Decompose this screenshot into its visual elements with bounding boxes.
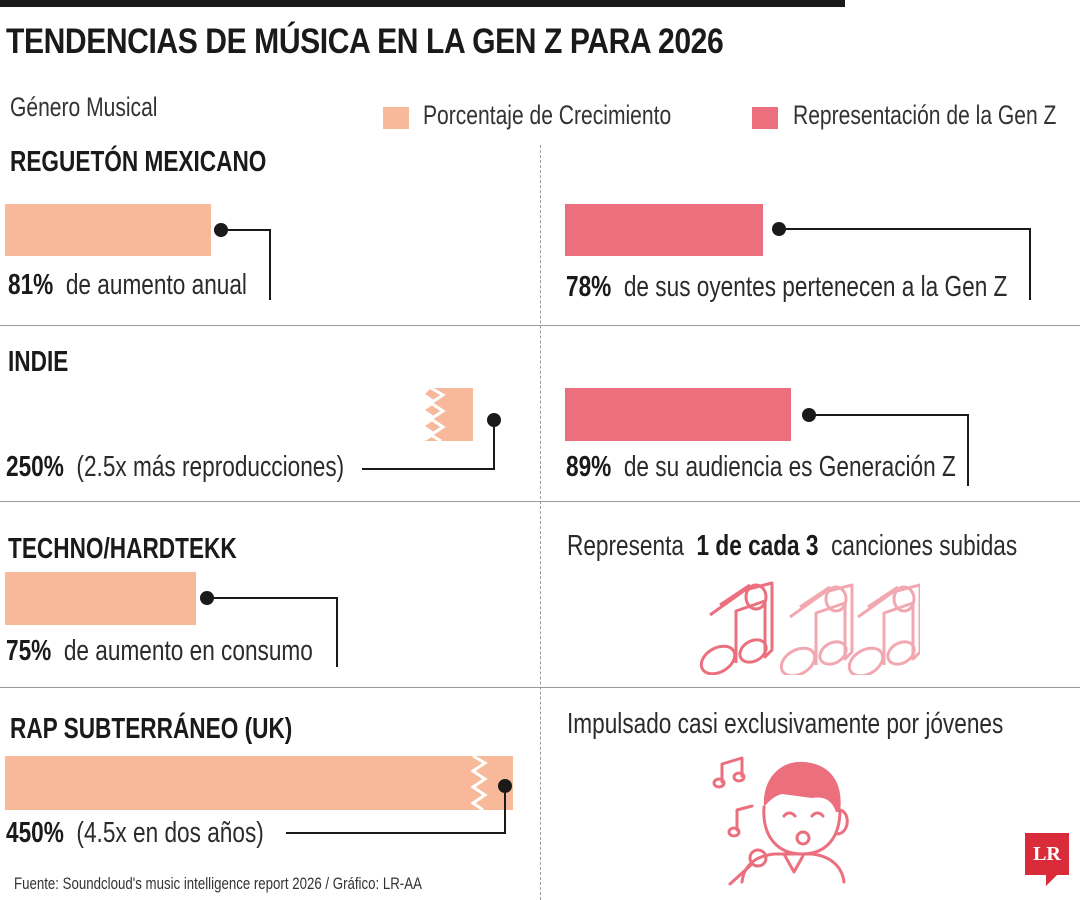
leader-line	[1029, 228, 1031, 300]
leader-line	[809, 414, 969, 416]
legend-growth-label: Porcentaje de Crecimiento	[423, 100, 672, 130]
leader-line	[504, 786, 506, 834]
legend-genz-swatch	[752, 107, 778, 129]
growth-value: 75%	[6, 635, 52, 667]
note-pre: Representa	[567, 530, 684, 562]
techno-note: Representa 1 de cada 3 canciones subidas	[567, 530, 1017, 563]
growth-stat-techno: 75% de aumento en consumo	[6, 635, 313, 668]
growth-stat-reggaeton: 81% de aumento anual	[8, 269, 247, 302]
growth-value: 450%	[6, 817, 64, 849]
genre-label-rap: RAP SUBTERRÁNEO (UK)	[10, 713, 293, 745]
lr-logo: LR	[1025, 833, 1069, 875]
legend-header: Género Musical	[10, 92, 158, 122]
leader-line	[336, 597, 338, 667]
genz-stat-reggaeton: 78% de sus oyentes pertenecen a la Gen Z	[566, 271, 1007, 304]
growth-bar-techno	[5, 572, 196, 625]
top-rule	[0, 0, 845, 7]
genz-stat-indie: 89% de su audiencia es Generación Z	[566, 451, 956, 484]
singer-icon	[712, 756, 849, 886]
growth-bar-indie	[5, 388, 473, 441]
genre-label-indie: INDIE	[8, 346, 69, 378]
leader-line	[493, 420, 495, 470]
growth-bar-reggaeton	[5, 204, 211, 256]
genre-label-reggaeton: REGUETÓN MEXICANO	[10, 146, 267, 178]
source-note: Fuente: Soundcloud's music intelligence …	[14, 874, 422, 893]
row-divider	[0, 687, 1080, 688]
growth-stat-indie: 250% (2.5x más reproducciones)	[6, 451, 344, 484]
music-note-icon	[779, 583, 854, 675]
page-title: TENDENCIAS DE MÚSICA EN LA GEN Z PARA 20…	[6, 22, 724, 61]
leader-line	[221, 229, 271, 231]
growth-text: de aumento anual	[65, 269, 247, 301]
row-divider	[0, 501, 1080, 502]
row-divider	[0, 325, 1080, 326]
genz-bar-reggaeton	[565, 204, 763, 256]
growth-value: 81%	[8, 269, 54, 301]
growth-text: de aumento en consumo	[63, 635, 313, 667]
leader-line	[269, 229, 271, 300]
growth-text: (2.5x más reproducciones)	[76, 451, 345, 483]
genre-label-techno: TECHNO/HARDTEKK	[8, 533, 237, 565]
genz-bar-indie	[565, 388, 791, 441]
genz-text: de su audiencia es Generación Z	[623, 451, 956, 483]
music-notes-group	[699, 581, 920, 675]
leader-line	[779, 228, 1031, 230]
legend-growth-swatch	[383, 107, 409, 129]
genz-text: de sus oyentes pertenecen a la Gen Z	[623, 271, 1008, 303]
genz-value: 89%	[566, 451, 612, 483]
music-note-icon	[847, 583, 920, 675]
growth-value: 250%	[6, 451, 64, 483]
rap-note: Impulsado casi exclusivamente por jóvene…	[567, 708, 1004, 740]
note-post: canciones subidas	[831, 530, 1018, 562]
leader-line	[362, 468, 495, 470]
column-divider	[540, 145, 541, 900]
legend-genz-label: Representación de la Gen Z	[793, 100, 1057, 130]
leader-line	[286, 832, 506, 834]
music-note-icon	[699, 581, 774, 675]
growth-stat-rap: 450% (4.5x en dos años)	[6, 817, 264, 850]
growth-text: (4.5x en dos años)	[76, 817, 264, 849]
leader-line	[207, 597, 338, 599]
note-bold: 1 de cada 3	[696, 530, 819, 562]
genz-value: 78%	[566, 271, 612, 303]
lr-logo-tail	[1046, 874, 1058, 886]
leader-line	[967, 414, 969, 486]
growth-bar-rap	[5, 756, 513, 810]
